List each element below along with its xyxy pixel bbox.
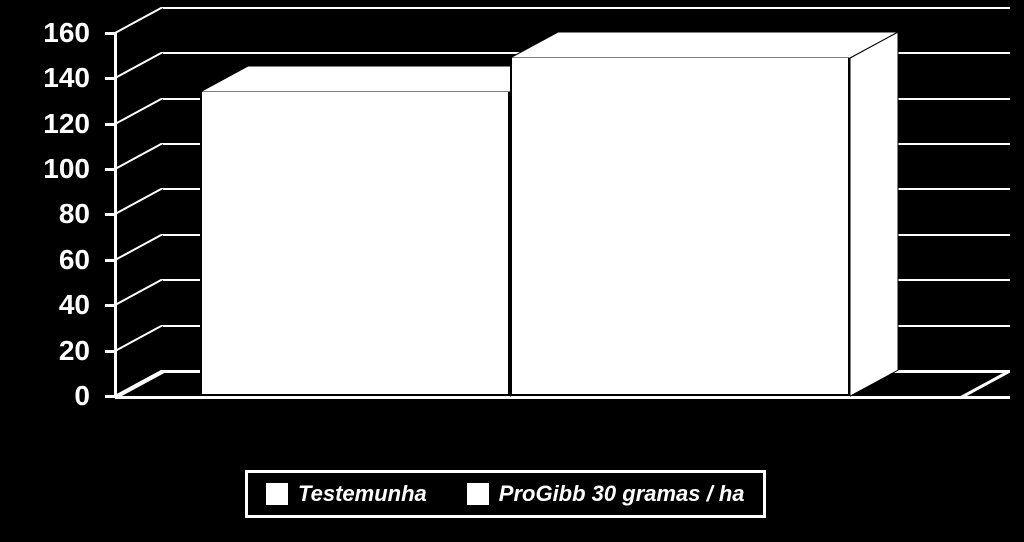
legend-swatch-1 bbox=[467, 483, 489, 505]
legend-label-0: Testemunha bbox=[298, 481, 427, 507]
bar3d-chart: 020406080100120140160 Testemunha ProGibb… bbox=[0, 0, 1024, 542]
legend-label-1: ProGibb 30 gramas / ha bbox=[499, 481, 745, 507]
legend-item-1: ProGibb 30 gramas / ha bbox=[467, 481, 745, 507]
legend-swatch-0 bbox=[266, 483, 288, 505]
bar-1 bbox=[0, 0, 1024, 542]
legend: Testemunha ProGibb 30 gramas / ha bbox=[245, 470, 766, 518]
legend-item-0: Testemunha bbox=[266, 481, 427, 507]
bar-side bbox=[850, 32, 900, 403]
bar-front bbox=[510, 58, 850, 396]
